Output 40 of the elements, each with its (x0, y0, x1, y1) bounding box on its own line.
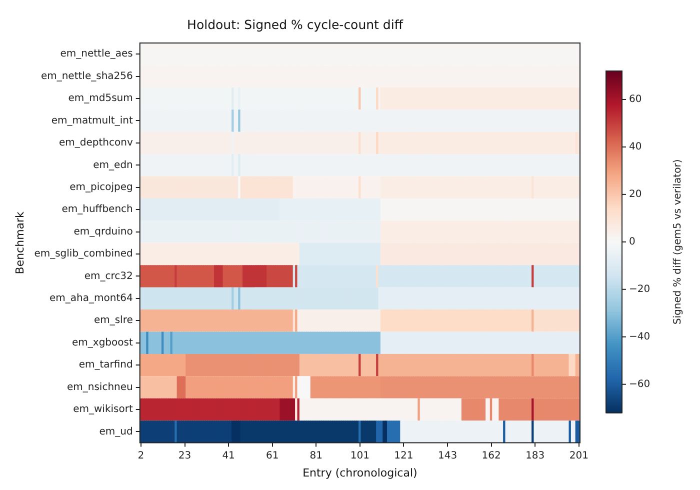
y-tick-label: em_md5sum (68, 93, 133, 104)
color-bar-label: 40 (629, 142, 642, 153)
y-tick-label: em_aha_mont64 (50, 293, 133, 304)
y-tick-label: em_crc32 (84, 270, 133, 282)
x-tick-label: 2 (138, 450, 144, 462)
x-tick-label: 81 (310, 450, 323, 462)
y-tick-label: em_tarfind (78, 360, 133, 371)
x-tick-label: 41 (222, 450, 235, 462)
y-tick-label: em_huffbench (62, 204, 133, 216)
y-tick-label: em_nettle_sha256 (40, 70, 133, 82)
y-tick-label: em_matmult_int (51, 115, 133, 126)
y-tick-label: em_wikisort (73, 404, 133, 416)
color-bar-label: 20 (629, 189, 642, 200)
color-bar-title: Signed % diff (gem5 vs verilator) (672, 159, 684, 325)
color-bar-label: 0 (629, 236, 636, 248)
y-tick-label: em_slre (94, 315, 133, 326)
y-tick-label: em_ud (99, 426, 133, 438)
x-tick-label: 143 (438, 450, 458, 462)
color-bar-label: −20 (629, 284, 650, 295)
x-tick-label: 162 (482, 450, 501, 462)
color-bar-label: 60 (629, 94, 642, 106)
x-tick-label: 183 (526, 450, 545, 462)
color-bar-label: −60 (629, 378, 650, 390)
x-axis-title: Entry (chronological) (302, 466, 418, 480)
y-tick-label: em_xgboost (72, 337, 133, 348)
x-tick-label: 201 (569, 450, 588, 462)
y-axis-title: Benchmark (13, 210, 26, 274)
y-tick-label: em_edn (93, 160, 133, 171)
y-tick-label: em_depthconv (59, 138, 133, 149)
y-tick-label: em_picojpeg (70, 182, 133, 193)
y-tick-label: em_nsichneu (66, 382, 133, 393)
color-bar-label: −40 (629, 331, 650, 342)
x-tick-label: 121 (394, 450, 414, 462)
chart-title: Holdout: Signed % cycle-count diff (187, 16, 404, 32)
y-tick-label: em_nettle_aes (60, 48, 133, 60)
y-tick-label: em_sglib_combined (34, 248, 133, 260)
y-tick-label: em_qrduino (74, 226, 133, 238)
x-tick-label: 23 (178, 450, 192, 462)
x-tick-label: 61 (266, 450, 279, 462)
x-tick-label: 101 (350, 450, 370, 462)
